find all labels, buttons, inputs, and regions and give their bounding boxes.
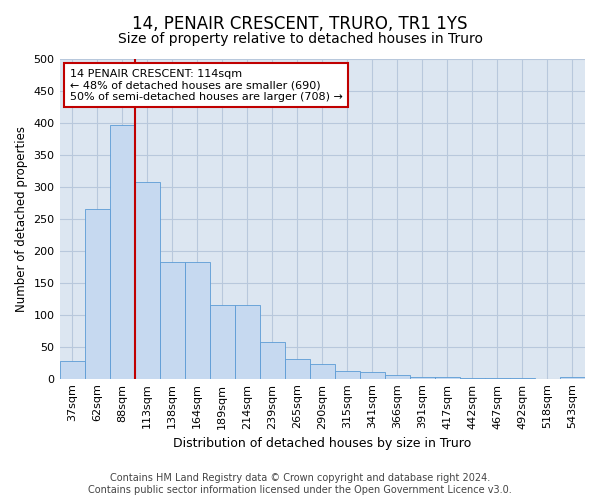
Bar [209,304,235,378]
X-axis label: Distribution of detached houses by size in Truro: Distribution of detached houses by size … [173,437,472,450]
Bar [360,372,385,378]
Bar [85,209,110,378]
Bar [160,262,185,378]
Text: 14, PENAIR CRESCENT, TRURO, TR1 1YS: 14, PENAIR CRESCENT, TRURO, TR1 1YS [132,15,468,33]
Bar [335,371,360,378]
Bar [134,182,160,378]
Bar [310,364,335,378]
Bar [385,375,410,378]
Bar [59,361,85,378]
Bar [185,262,209,378]
Y-axis label: Number of detached properties: Number of detached properties [15,126,28,312]
Bar [260,342,285,378]
Text: Size of property relative to detached houses in Truro: Size of property relative to detached ho… [118,32,482,46]
Bar [235,304,260,378]
Text: 14 PENAIR CRESCENT: 114sqm
← 48% of detached houses are smaller (690)
50% of sem: 14 PENAIR CRESCENT: 114sqm ← 48% of deta… [70,68,343,102]
Bar [110,125,134,378]
Bar [410,377,435,378]
Bar [560,377,585,378]
Bar [285,360,310,378]
Text: Contains HM Land Registry data © Crown copyright and database right 2024.
Contai: Contains HM Land Registry data © Crown c… [88,474,512,495]
